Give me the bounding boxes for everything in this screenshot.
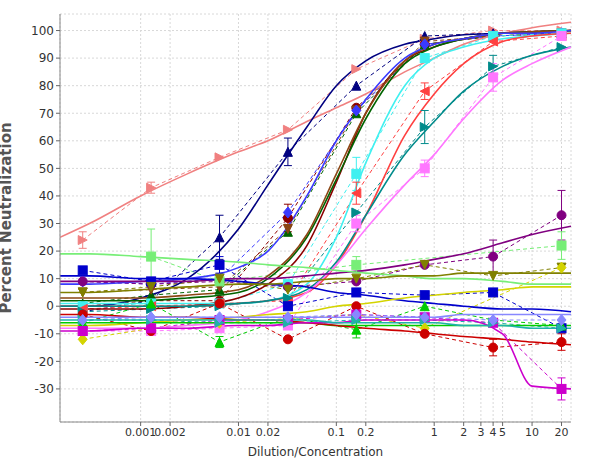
svg-text:2: 2 (460, 426, 467, 439)
svg-text:0.1: 0.1 (328, 426, 346, 439)
svg-text:60: 60 (39, 134, 54, 148)
svg-text:70: 70 (39, 107, 54, 121)
svg-text:100: 100 (31, 24, 54, 38)
svg-text:5: 5 (499, 426, 506, 439)
svg-text:-30: -30 (34, 382, 54, 396)
svg-text:50: 50 (39, 162, 54, 176)
svg-text:-10: -10 (34, 327, 54, 341)
svg-text:10: 10 (525, 426, 539, 439)
svg-text:0.001: 0.001 (125, 426, 157, 439)
svg-text:30: 30 (39, 217, 54, 231)
svg-text:20: 20 (39, 244, 54, 258)
svg-text:4: 4 (490, 426, 497, 439)
svg-text:1: 1 (431, 426, 438, 439)
svg-text:20: 20 (555, 426, 569, 439)
svg-text:Percent Neutralization: Percent Neutralization (8, 122, 15, 313)
svg-text:-20: -20 (34, 355, 54, 369)
svg-text:10: 10 (39, 272, 54, 286)
svg-text:3: 3 (477, 426, 484, 439)
svg-text:0.02: 0.02 (256, 426, 281, 439)
svg-text:Dilution/Concentration: Dilution/Concentration (248, 445, 383, 459)
svg-text:0.2: 0.2 (357, 426, 375, 439)
svg-text:0.01: 0.01 (226, 426, 251, 439)
svg-text:80: 80 (39, 79, 54, 93)
svg-text:0: 0 (46, 299, 54, 313)
svg-text:90: 90 (39, 51, 54, 65)
svg-text:40: 40 (39, 189, 54, 203)
svg-text:0.002: 0.002 (154, 426, 186, 439)
